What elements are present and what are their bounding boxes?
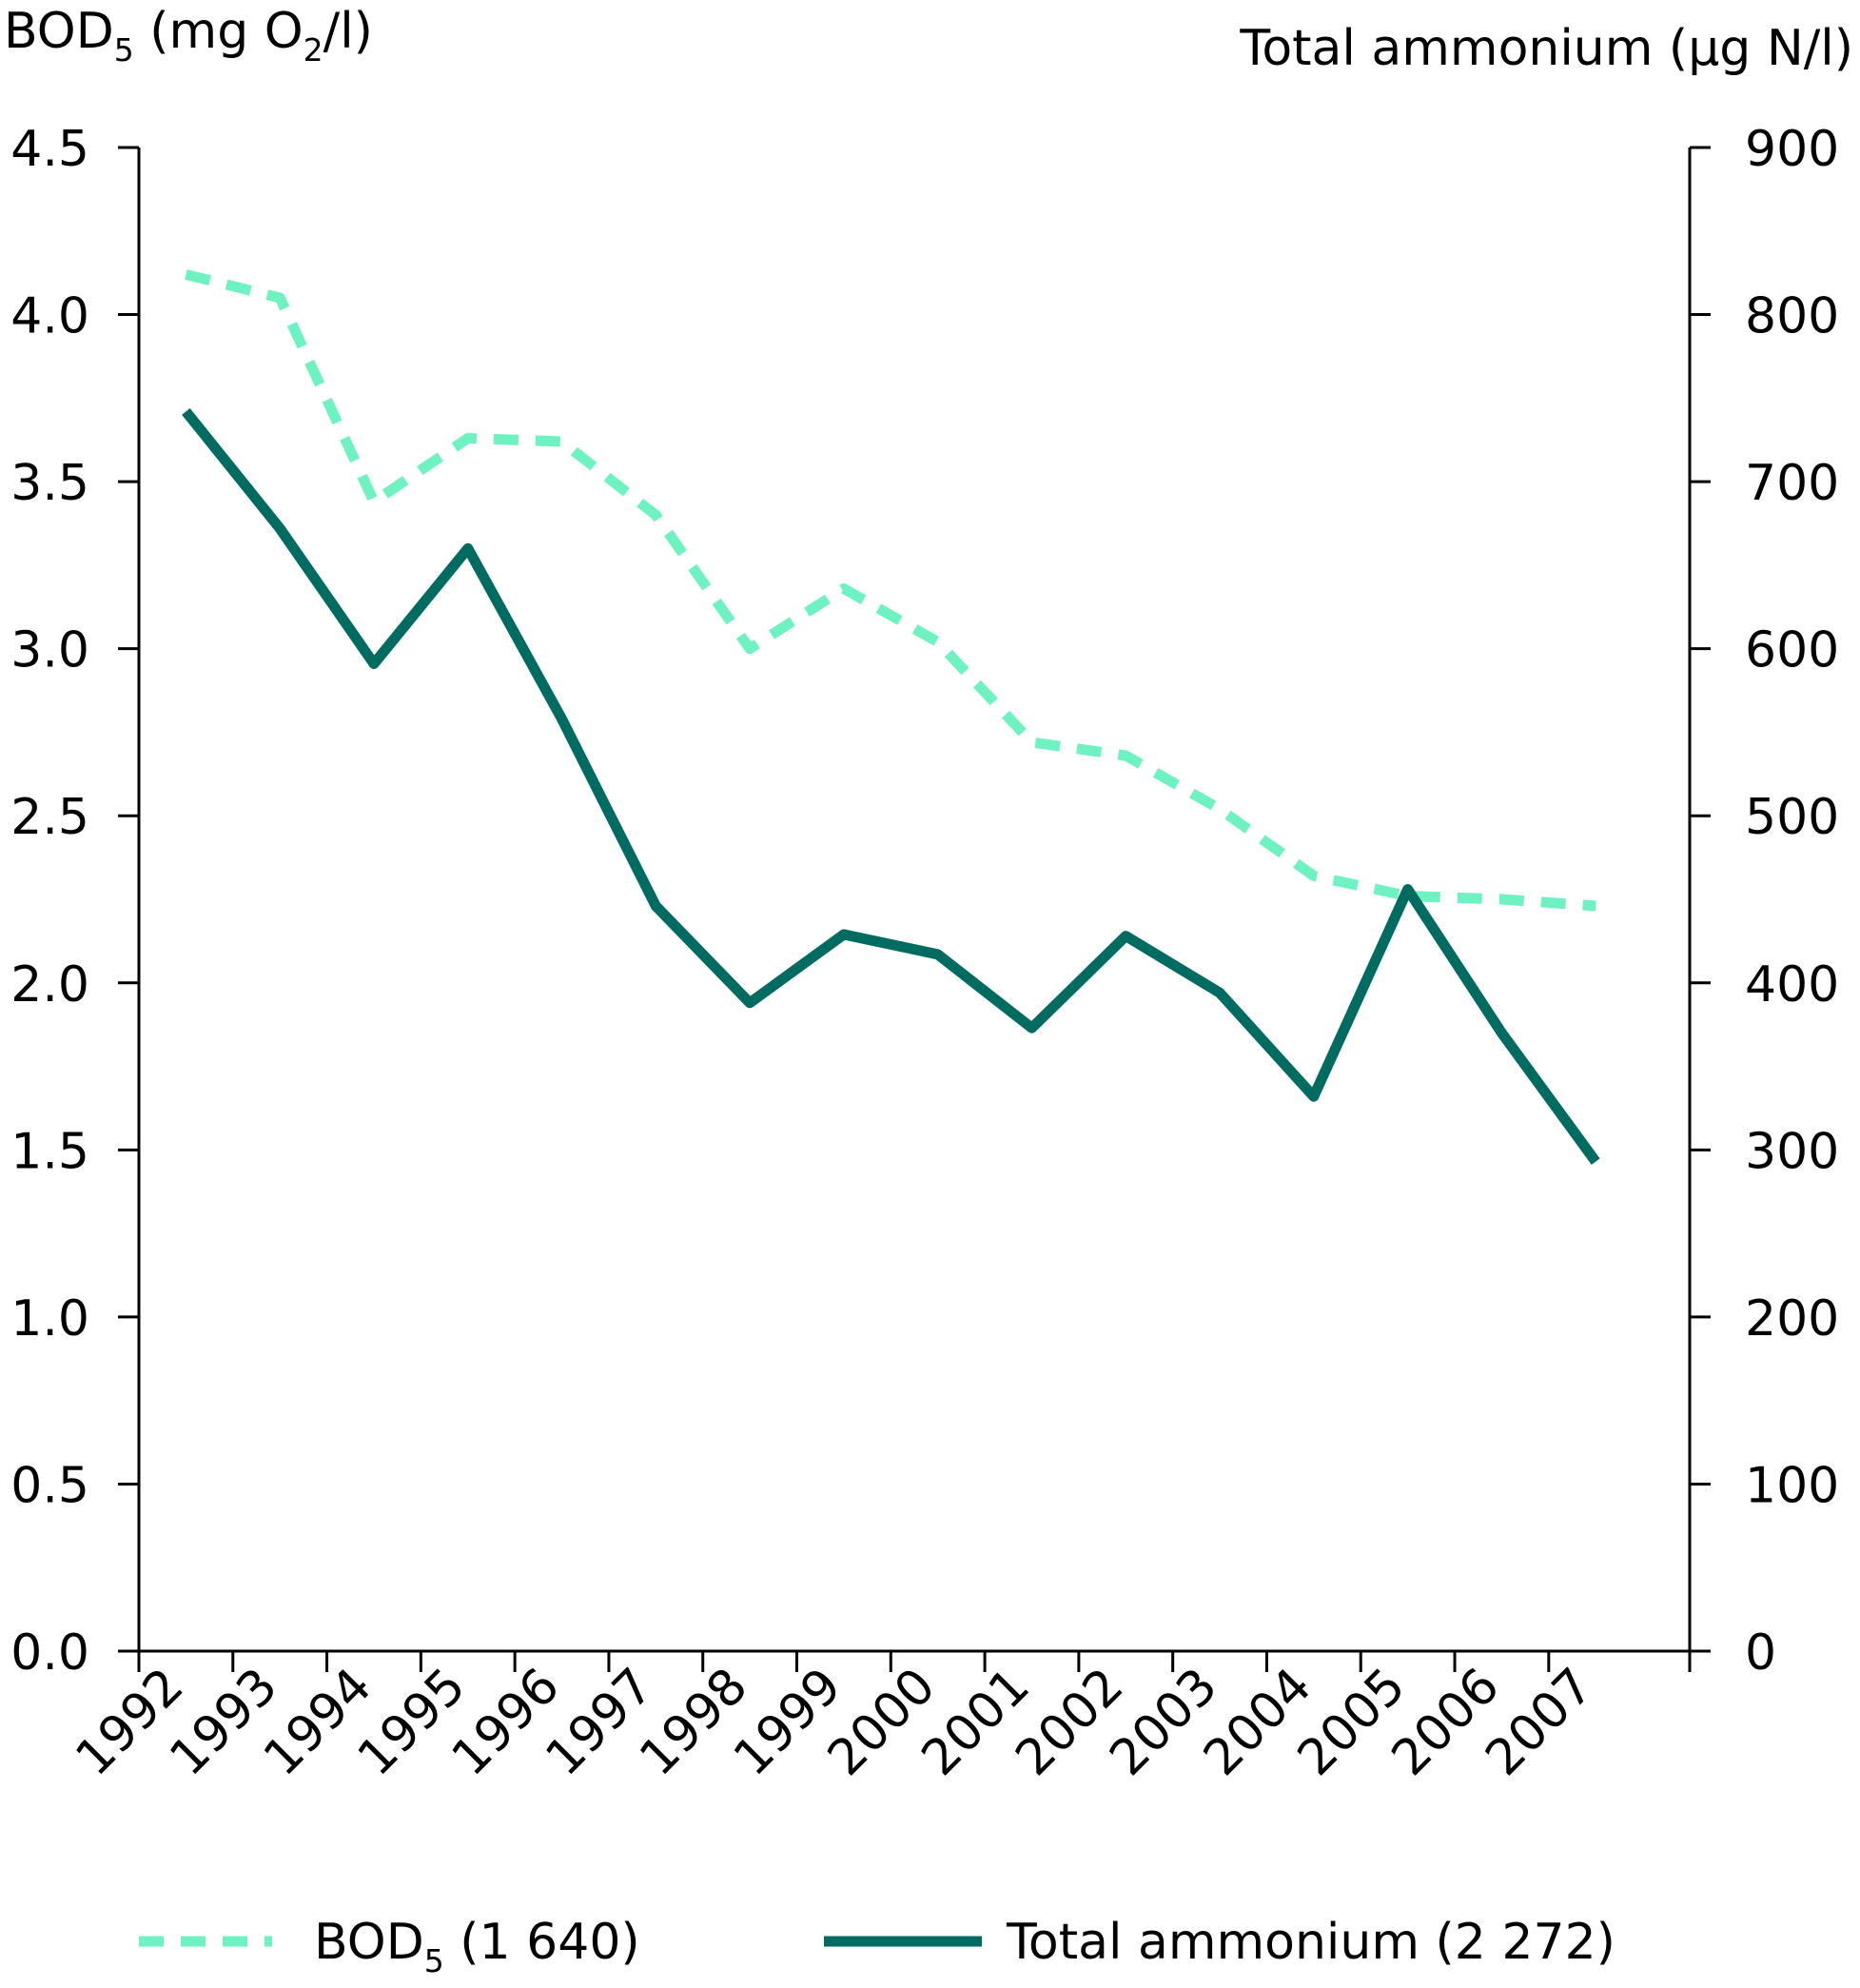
left-axis-title-unit-sub: 2 [303, 31, 323, 69]
left-tick-label: 3.0 [10, 622, 89, 679]
right-tick-label: 400 [1745, 956, 1839, 1014]
left-axis-title-sub: 5 [114, 31, 134, 69]
x-tick-label: 2005 [1287, 1658, 1417, 1787]
legend-label-bod: BOD5 (1 640) [314, 1914, 640, 1979]
right-tick-label: 300 [1745, 1123, 1839, 1180]
left-axis-ticks: 0.0 0.5 1.0 1.5 2.0 2.5 3.0 3.5 4.0 4.5 [10, 121, 139, 1682]
left-tick-label: 4.5 [10, 121, 89, 178]
x-tick-label: 1993 [159, 1658, 288, 1787]
right-tick-label: 200 [1745, 1290, 1839, 1348]
series-layer [182, 269, 1600, 1165]
right-tick-label: 100 [1745, 1457, 1839, 1514]
left-axis-title-unit: (mg O [134, 3, 303, 60]
legend-bod-main: BOD [314, 1914, 424, 1971]
x-axis-ticks: 1992199319941995199619971998199920002001… [66, 1651, 1692, 1787]
x-tick-label: 1994 [253, 1658, 382, 1787]
left-axis-title-main: BOD [4, 3, 114, 60]
series-line-bod [185, 269, 1596, 912]
left-tick-label: 0.5 [10, 1457, 89, 1514]
left-axis-title: BOD5 (mg O2/l) [4, 3, 373, 69]
x-tick-label: 2000 [817, 1658, 947, 1787]
legend-label-ammonium: Total ammonium (2 272) [1006, 1914, 1615, 1971]
left-tick-label: 2.5 [10, 789, 89, 846]
legend-bod-sub: 5 [424, 1942, 444, 1979]
right-tick-label: 700 [1745, 455, 1839, 512]
right-tick-label: 500 [1745, 789, 1839, 846]
x-tick-label: 1997 [536, 1658, 665, 1787]
x-tick-label: 1998 [629, 1658, 758, 1787]
left-axis-title-unit-end: /l) [323, 3, 373, 60]
x-tick-label: 1996 [441, 1658, 571, 1787]
right-axis-title: Total ammonium (µg N/l) [1239, 20, 1853, 77]
right-tick-label: 900 [1745, 121, 1839, 178]
left-tick-label: 4.0 [10, 288, 89, 345]
x-tick-label: 2003 [1099, 1658, 1228, 1787]
x-tick-label: 2006 [1381, 1658, 1511, 1787]
x-tick-label: 2001 [911, 1658, 1041, 1787]
legend-bod-suffix: (1 640) [444, 1914, 640, 1971]
axes [137, 148, 1692, 1653]
x-tick-label: 1995 [347, 1658, 477, 1787]
x-tick-label: 2002 [1005, 1658, 1134, 1787]
left-tick-label: 1.0 [10, 1290, 89, 1348]
left-tick-label: 0.0 [10, 1624, 89, 1682]
left-tick-label: 1.5 [10, 1123, 89, 1180]
x-tick-label: 1999 [723, 1658, 852, 1787]
right-tick-label: 800 [1745, 288, 1839, 345]
x-tick-label: 2007 [1475, 1658, 1604, 1787]
left-tick-label: 3.5 [10, 455, 89, 512]
right-tick-label: 0 [1745, 1624, 1776, 1682]
right-tick-label: 600 [1745, 622, 1839, 679]
right-axis-ticks: 0 100 200 300 400 500 600 700 800 900 [1690, 121, 1839, 1682]
left-tick-label: 2.0 [10, 956, 89, 1014]
x-tick-label: 2004 [1193, 1658, 1322, 1787]
series-line-nh4 [182, 407, 1600, 1165]
legend: BOD5 (1 640) Total ammonium (2 272) [139, 1914, 1615, 1979]
